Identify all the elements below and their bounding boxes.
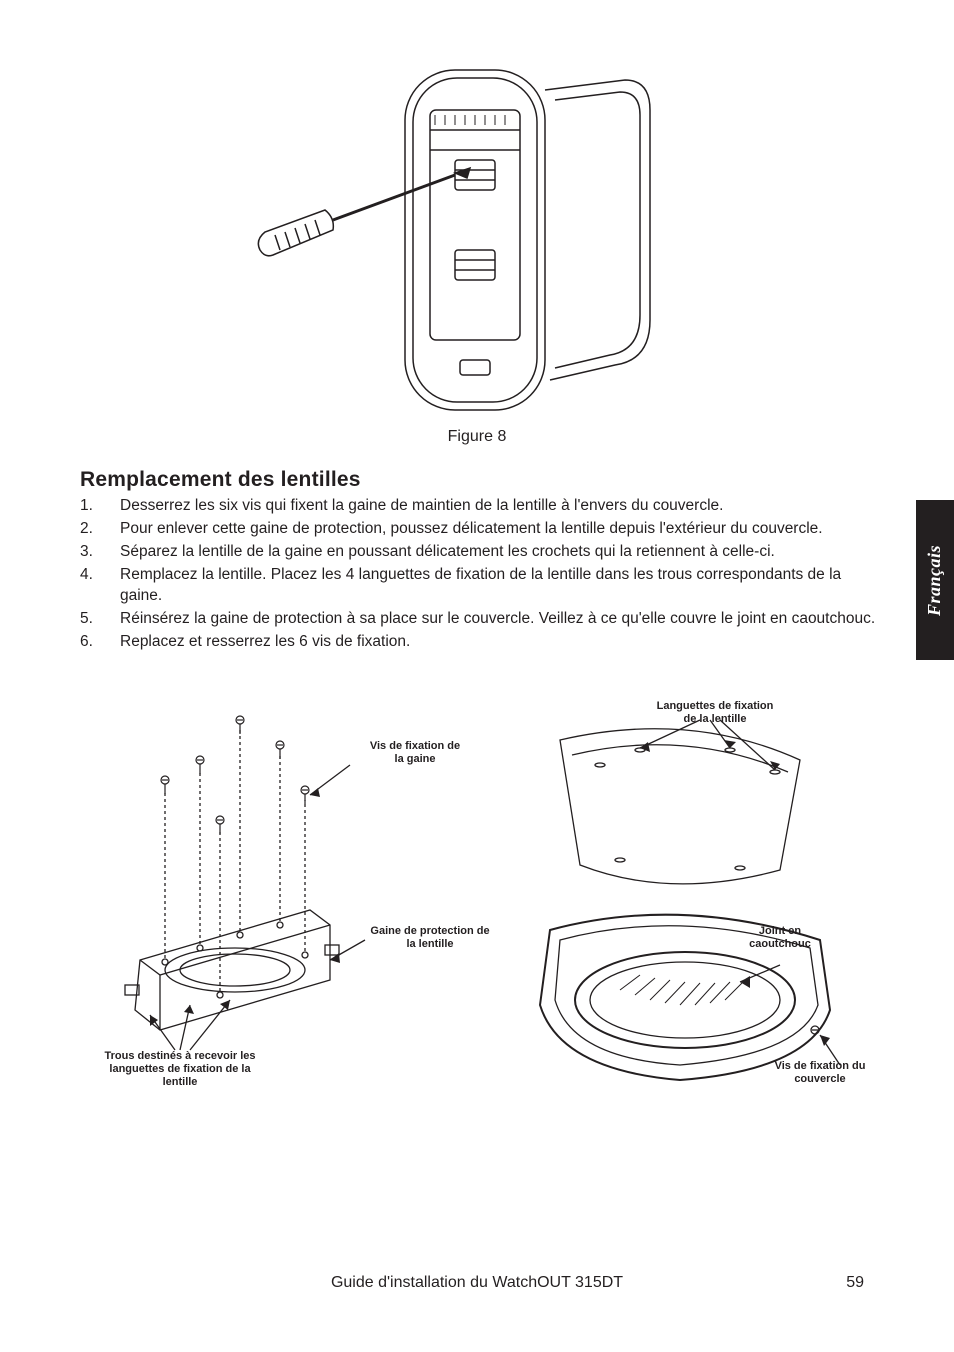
list-text: Réinsérez la gaine de protection à sa pl… (120, 609, 880, 630)
diagrams-svg (80, 700, 880, 1100)
list-item: 2.Pour enlever cette gaine de protection… (80, 519, 880, 540)
list-number: 3. (80, 542, 120, 563)
list-text: Pour enlever cette gaine de protection, … (120, 519, 880, 540)
section-heading: Remplacement des lentilles (80, 468, 361, 492)
list-text: Séparez la lentille de la gaine en pouss… (120, 542, 880, 563)
footer-document-title: Guide d'installation du WatchOUT 315DT (0, 1274, 954, 1292)
figure-8-illustration (255, 60, 675, 420)
lens-replacement-diagrams: Vis de fixation dela gaine Gaine de prot… (80, 700, 880, 1100)
list-item: 1.Desserrez les six vis qui fixent la ga… (80, 496, 880, 517)
list-item: 6.Replacez et resserrez les 6 vis de fix… (80, 632, 880, 653)
instruction-list: 1.Desserrez les six vis qui fixent la ga… (80, 496, 880, 654)
list-text: Remplacez la lentille. Placez les 4 lang… (120, 565, 880, 607)
list-number: 5. (80, 609, 120, 630)
label-trous-languettes: Trous destinés à recevoir leslanguettes … (80, 1050, 280, 1090)
page-number: 59 (846, 1274, 864, 1292)
list-number: 6. (80, 632, 120, 653)
list-item: 5.Réinsérez la gaine de protection à sa … (80, 609, 880, 630)
device-screwdriver-svg (255, 60, 675, 420)
language-tab-label: Français (925, 544, 946, 615)
figure-caption: Figure 8 (0, 428, 954, 446)
document-page: Figure 8 Remplacement des lentilles 1.De… (0, 0, 954, 1352)
list-number: 4. (80, 565, 120, 607)
list-item: 4.Remplacez la lentille. Placez les 4 la… (80, 565, 880, 607)
language-tab: Français (916, 500, 954, 660)
list-text: Desserrez les six vis qui fixent la gain… (120, 496, 880, 517)
label-joint-caoutchouc: Joint encaoutchouc (735, 925, 825, 951)
label-vis-gaine: Vis de fixation dela gaine (355, 740, 475, 766)
list-item: 3.Séparez la lentille de la gaine en pou… (80, 542, 880, 563)
label-vis-couvercle: Vis de fixation ducouvercle (760, 1060, 880, 1086)
list-number: 1. (80, 496, 120, 517)
list-number: 2. (80, 519, 120, 540)
label-gaine-protection: Gaine de protection dela lentille (355, 925, 505, 951)
list-text: Replacez et resserrez les 6 vis de fixat… (120, 632, 880, 653)
label-languettes-fixation: Languettes de fixationde la lentille (635, 700, 795, 726)
